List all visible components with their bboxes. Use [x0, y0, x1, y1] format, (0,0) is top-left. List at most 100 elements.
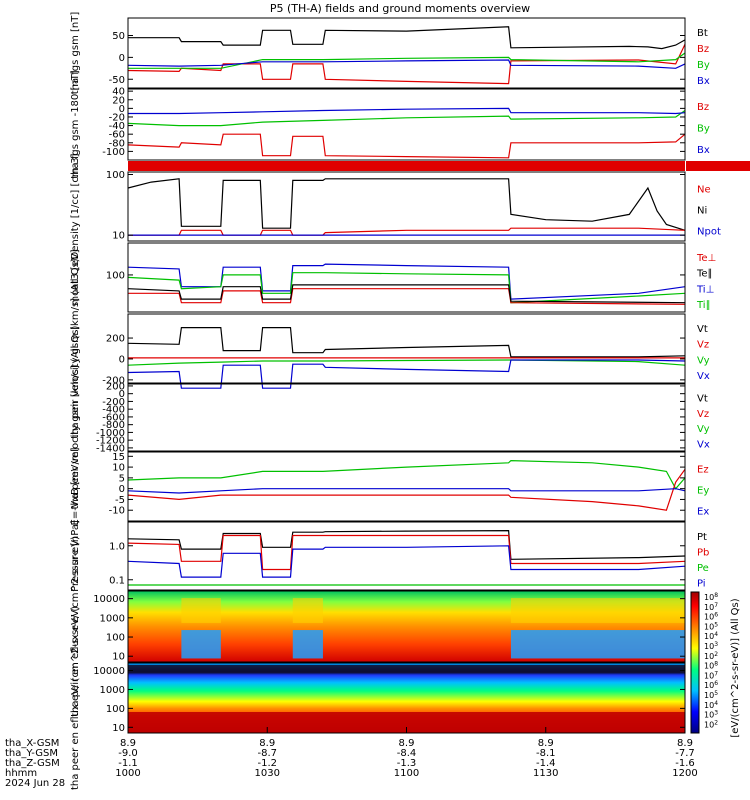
y-tick-label: -800: [102, 420, 125, 431]
x-row-value: 1130: [533, 768, 558, 779]
y-tick-label: 15: [112, 452, 125, 463]
x-row-label: tha_X-GSM: [5, 738, 59, 749]
legend-Npot: Npot: [697, 227, 721, 238]
x-row-value: -1.1: [118, 758, 138, 769]
x-row-value: 1000: [115, 768, 140, 779]
panel-frame: [127, 521, 686, 591]
y-tick-label: -1400: [96, 443, 125, 454]
legend-Ne: Ne: [697, 185, 711, 196]
legend-Pi: Pi: [697, 578, 706, 589]
colorbar-tick-label: 107: [704, 602, 718, 612]
panel-frame: [127, 383, 686, 452]
panel-5: 200 0 -200 tha peir velocity gsm [km/s] (Al…: [70, 258, 710, 439]
panel-frame: [127, 313, 686, 384]
y-axis-label: E=-VxB [mV/m]: [70, 447, 81, 525]
series-Vt: [127, 327, 686, 358]
x-row-value: -1.6: [675, 758, 695, 769]
y-tick-label: -1000: [96, 428, 125, 439]
colorbar-tick-exponent: 6: [714, 612, 718, 619]
panel-9: 10000 1000 100 10 tha peir en eflux eV/ (cm^…: [70, 536, 686, 717]
y-tick-label: 100: [106, 270, 125, 281]
figure-title: P5 (TH-A) fields and ground moments over…: [270, 2, 530, 15]
y-tick-label: -600: [102, 412, 125, 423]
y-axis-label: Density [1/cc] [cm-3]: [70, 153, 81, 259]
series-Pi: [127, 545, 686, 578]
y-tick-label: 0: [119, 53, 125, 64]
colorbar-label: [eV/(cm^2-s-sr-eV)] (All Qs): [730, 598, 741, 737]
x-row-value: -7.7: [675, 748, 695, 759]
spectrogram-low-band: [292, 630, 323, 659]
x-row-value: 8.9: [259, 738, 275, 749]
spectrogram-mid-band: [181, 598, 221, 623]
x-axis-table: tha_X-GSM 8.9 8.9 8.9 8.9 8.9 tha_Y-GSM -9.0 -8.…: [5, 727, 698, 779]
colorbar-tick-exponent: 2: [714, 719, 718, 726]
x-row-label: tha_Y-GSM: [5, 748, 58, 759]
colorbar-tick-exponent: 3: [714, 710, 718, 717]
y-tick-label: 10: [112, 723, 125, 734]
x-row-value: -8.7: [257, 748, 277, 759]
series-Vx: [127, 359, 686, 389]
y-tick-label: -40: [109, 121, 125, 132]
legend-Ey: Ey: [697, 486, 709, 497]
y-tick-label: 0: [119, 354, 125, 365]
legend-Ex: Ex: [697, 507, 709, 518]
x-row-value: 8.9: [677, 738, 693, 749]
y-tick-label: 200: [106, 381, 125, 392]
series-Bx: [128, 107, 686, 115]
series-Bz: [127, 44, 686, 85]
series-Pb: [127, 534, 686, 571]
colorbar-tick-exponent: 5: [714, 621, 718, 628]
legend-Vz: Vz: [697, 340, 709, 351]
legend-Ti∥: Ti∥: [696, 300, 711, 311]
colorbar-tick-exponent: 5: [714, 690, 718, 697]
colorbar-tick-label: 106: [704, 680, 718, 690]
y-tick-label: 1.0: [109, 541, 125, 552]
legend-Pb: Pb: [697, 547, 709, 558]
y-axis-label: tha peer velocity gsm [km/s] (All Qs): [70, 326, 81, 510]
colorbar-tick-label: 105: [704, 621, 718, 631]
y-tick-label: 100: [106, 704, 125, 715]
colorbar-tick-label: 108: [704, 592, 718, 602]
series-By: [128, 52, 686, 69]
spectrogram-low-band: [181, 630, 221, 659]
colorbar-tick-exponent: 7: [714, 670, 718, 677]
red-divider-band-right: [686, 161, 750, 171]
x-row-label: tha_Z-GSM: [5, 758, 60, 769]
y-tick-label: -5: [115, 495, 125, 506]
legend-Vx: Vx: [697, 371, 710, 382]
y-tick-label: 0: [119, 104, 125, 115]
y-tick-label: 10000: [93, 666, 125, 677]
panel-frame: [127, 171, 686, 242]
colorbar-tick-label: 108: [704, 661, 718, 671]
x-row-value: -1.3: [397, 758, 417, 769]
series-Ti∥: [127, 272, 686, 304]
legend-By: By: [697, 124, 710, 135]
y-tick-label: 10000: [93, 594, 125, 605]
legend-Ni: Ni: [697, 206, 707, 217]
panel-8: 1.0 0.1 Pressure [nPa] Pt Pb Pe Pi: [70, 520, 709, 592]
panel-frame: [127, 451, 686, 522]
colorbar-tick-exponent: 3: [714, 641, 718, 648]
spectrogram-mid-band: [510, 598, 685, 623]
spectrogram-low-band: [510, 630, 685, 659]
legend-Bt: Bt: [697, 28, 708, 39]
spectrogram-mid-band: [292, 598, 323, 623]
panel-frame: [127, 17, 686, 89]
y-tick-label: 1000: [100, 685, 125, 696]
colorbar-tick-exponent: 6: [714, 680, 718, 687]
y-axis-label: Pressure [nPa]: [70, 520, 81, 592]
x-row-value: -1.2: [257, 758, 277, 769]
y-tick-label: -200: [102, 397, 125, 408]
y-tick-label: -60: [109, 130, 125, 141]
series-Bz: [127, 133, 686, 159]
y-tick-label: -80: [109, 138, 125, 149]
y-tick-label: 200: [106, 334, 125, 345]
y-axis-label: tha peir velocity gsm [km/s] (All Qs): [70, 258, 81, 439]
series-Ez: [127, 468, 686, 511]
series-Te⊥: [128, 288, 686, 305]
x-row-value: -9.0: [118, 748, 138, 759]
series-Ti⊥: [127, 263, 686, 300]
